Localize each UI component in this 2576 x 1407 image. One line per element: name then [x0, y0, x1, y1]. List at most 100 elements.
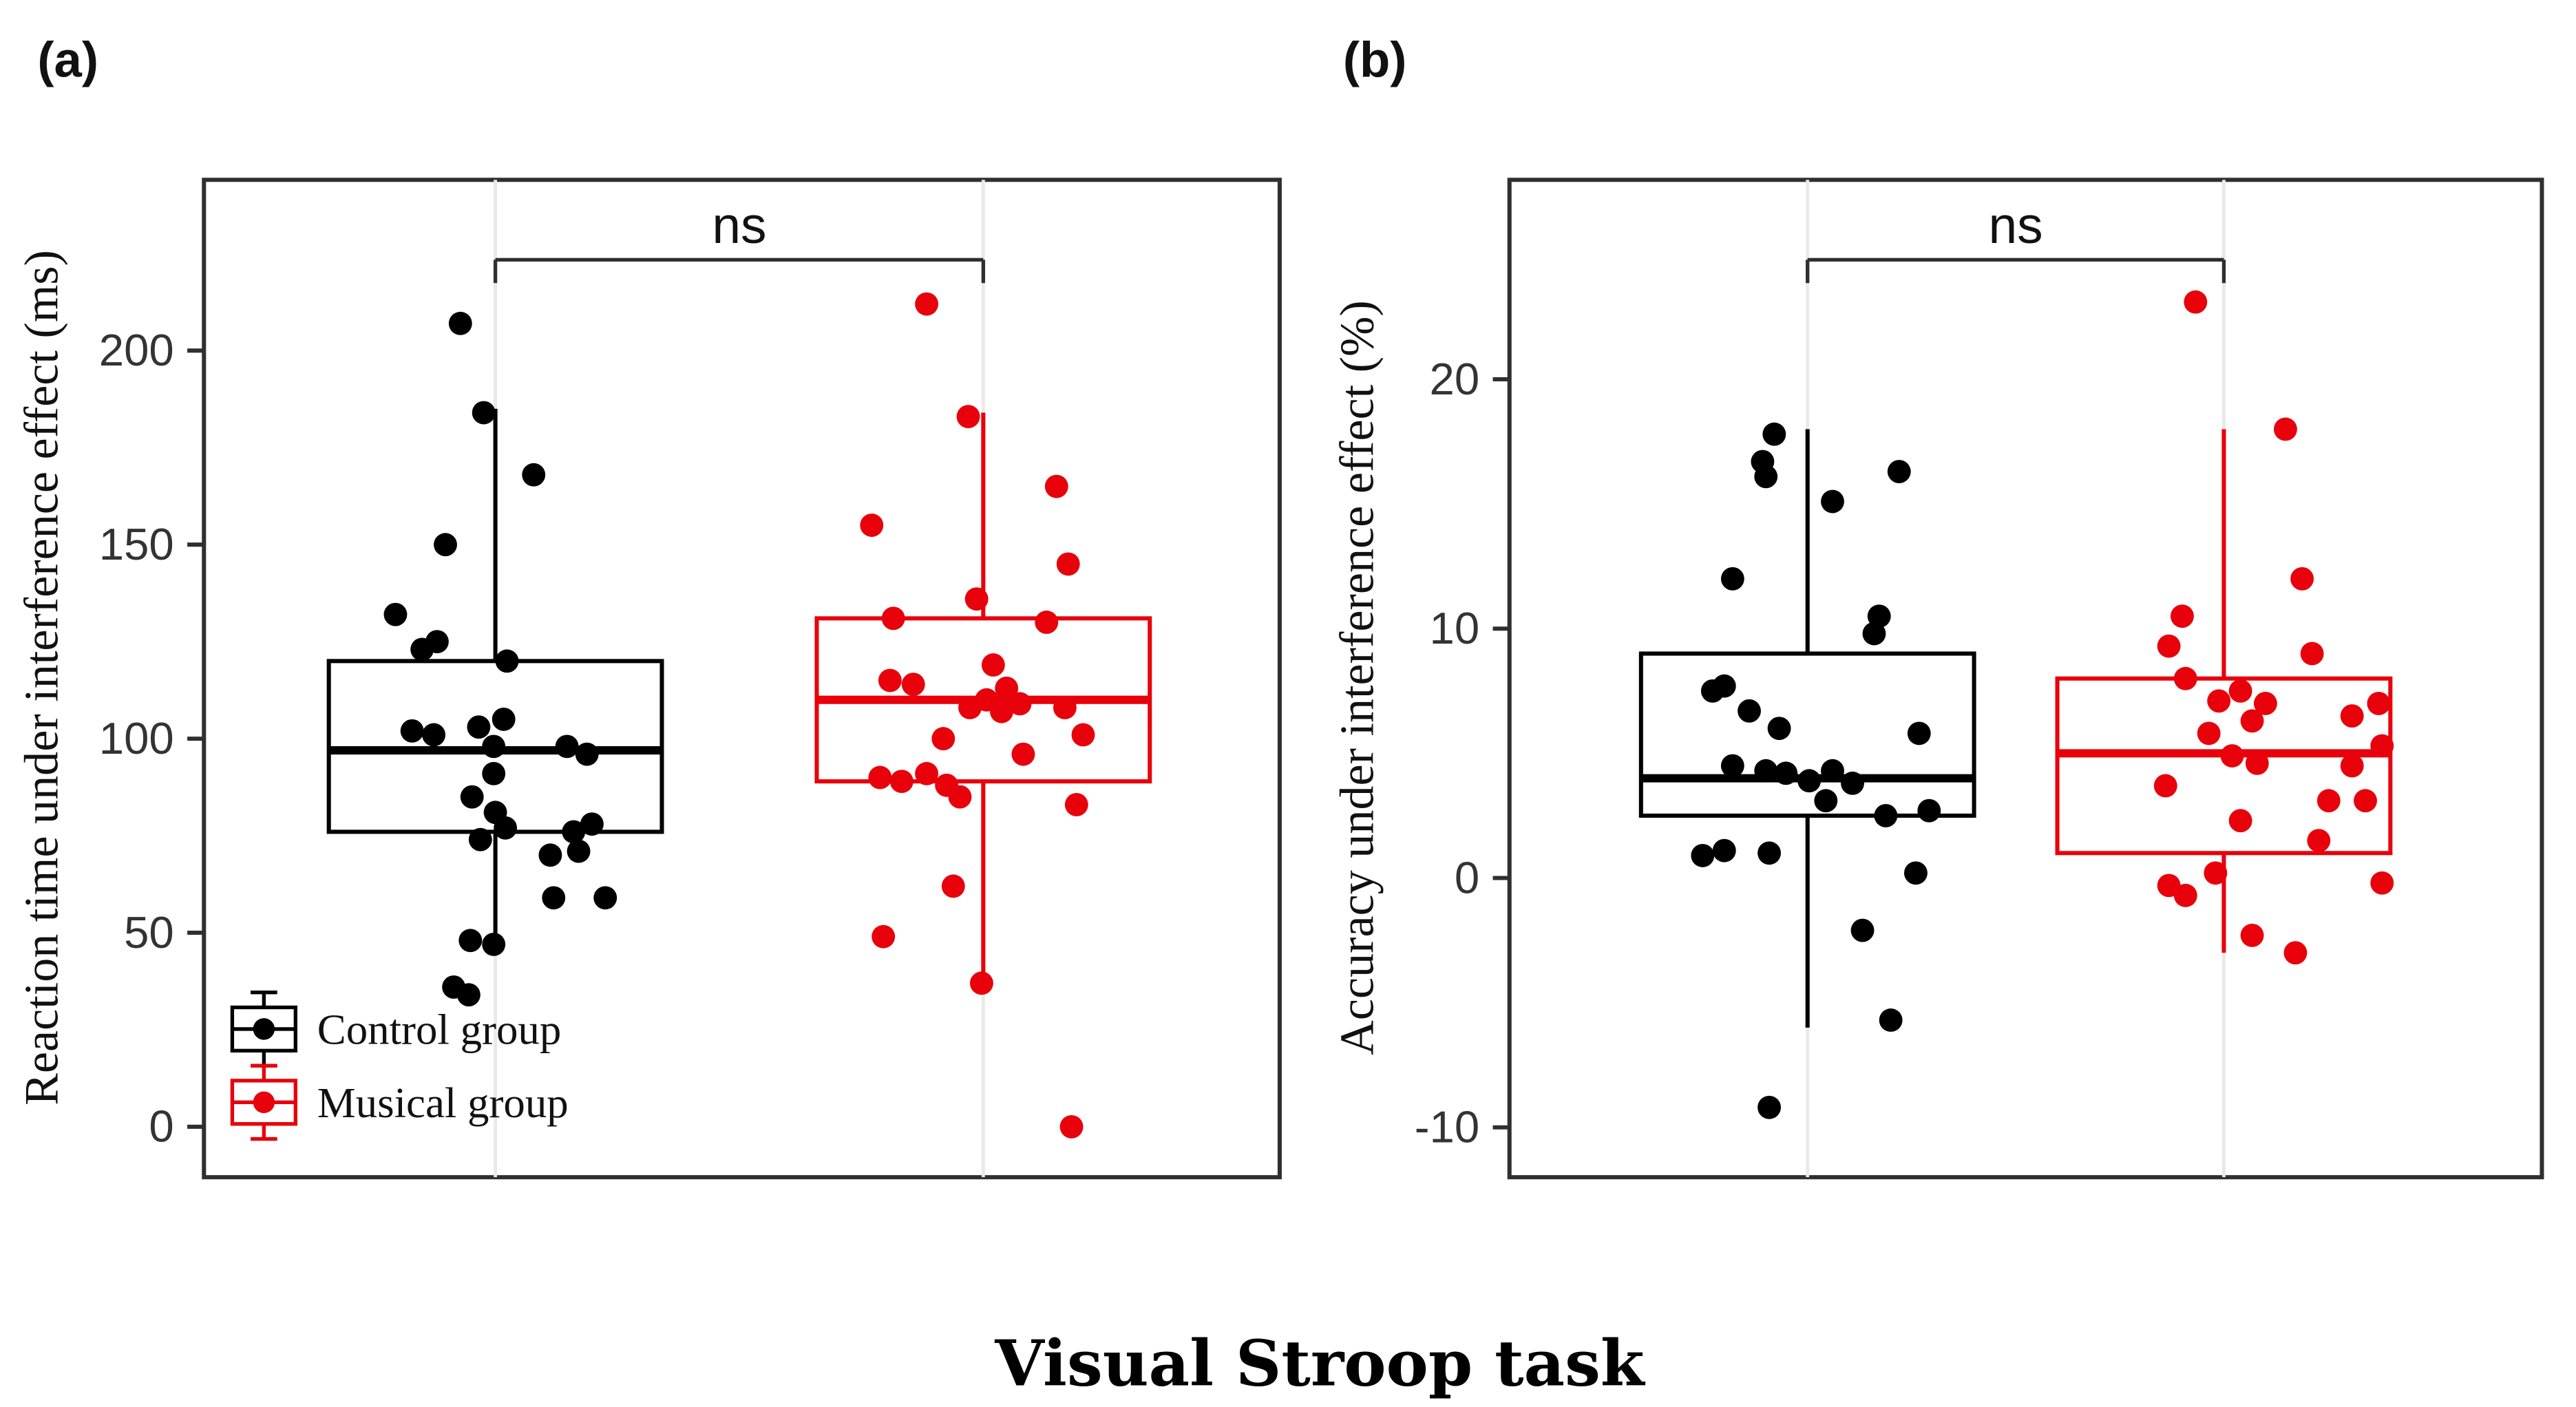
data-point: [1879, 1008, 1903, 1032]
data-point: [538, 843, 562, 867]
legend: Control group Musical group: [230, 991, 569, 1141]
data-point: [2253, 692, 2277, 715]
data-point: [2207, 689, 2231, 713]
data-point: [456, 983, 481, 1007]
data-point: [881, 606, 905, 631]
data-point: [492, 707, 516, 731]
data-point: [958, 696, 982, 719]
data-point: [1738, 699, 1761, 723]
y-tick-label: 20: [1430, 354, 1480, 404]
data-point: [990, 699, 1013, 723]
data-point: [1064, 793, 1088, 816]
data-point: [1053, 696, 1077, 719]
data-point: [1917, 798, 1941, 823]
data-point: [1757, 1095, 1782, 1119]
data-point: [1059, 1114, 1084, 1139]
data-point: [878, 668, 902, 692]
data-point: [1754, 759, 1778, 783]
data-point: [460, 785, 484, 809]
y-tick-label: -10: [1415, 1102, 1479, 1152]
legend-glyph-point: [253, 1091, 275, 1114]
panel-a-border: [202, 178, 1282, 1180]
data-point: [901, 673, 925, 697]
data-point: [2340, 704, 2364, 728]
data-point: [562, 820, 586, 844]
data-point: [1841, 771, 1864, 795]
panel-a-significance: ns: [493, 196, 985, 284]
data-point: [915, 761, 939, 785]
data-point: [555, 734, 579, 759]
data-point: [2307, 829, 2331, 853]
data-point: [2184, 290, 2208, 314]
data-point: [1814, 789, 1838, 813]
data-point: [1757, 841, 1782, 865]
data-point: [2153, 774, 2177, 798]
panel-b-significance: ns: [1806, 196, 2226, 284]
data-point: [1862, 622, 1886, 646]
data-point: [522, 463, 546, 487]
data-point: [2240, 709, 2264, 733]
legend-label: Musical group: [317, 1079, 569, 1127]
y-tick-label: 50: [124, 907, 174, 958]
data-point: [964, 587, 989, 611]
data-point: [448, 311, 472, 335]
data-point: [2340, 754, 2364, 778]
data-point: [2173, 883, 2197, 907]
data-point: [400, 719, 424, 743]
data-point: [1874, 804, 1898, 827]
data-point: [542, 886, 566, 910]
data-point: [2283, 941, 2308, 965]
data-point: [2171, 604, 2194, 628]
panel-b-tag: (b): [1343, 32, 1407, 87]
data-point: [941, 874, 965, 898]
data-point: [2245, 751, 2269, 775]
data-point: [2173, 666, 2197, 690]
data-point: [467, 715, 491, 739]
data-point: [1887, 460, 1911, 483]
y-tick-label: 200: [99, 325, 174, 375]
data-point: [1867, 604, 1891, 628]
data-point: [1754, 465, 1778, 489]
data-point: [995, 676, 1019, 700]
data-point: [2316, 789, 2341, 813]
data-point: [2220, 744, 2244, 768]
data-point: [2300, 642, 2324, 666]
data-point: [2228, 809, 2252, 833]
data-point: [889, 770, 914, 794]
data-point: [1712, 838, 1736, 863]
data-point: [1774, 761, 1798, 785]
panel-a-y-axis-title: Reaction time under interference effect …: [14, 250, 68, 1106]
data-point: [482, 932, 506, 956]
data-point: [580, 812, 604, 836]
data-point: [1821, 759, 1844, 783]
data-point: [482, 734, 506, 759]
data-point: [468, 827, 492, 851]
data-point: [1056, 552, 1080, 576]
data-point: [494, 816, 518, 840]
data-point: [868, 765, 892, 790]
data-point: [1044, 474, 1068, 498]
data-point: [1850, 918, 1875, 942]
significance-label: ns: [1988, 196, 2042, 254]
y-tick-label: 150: [99, 519, 174, 569]
data-point: [931, 727, 956, 751]
panel-a-plot-area: [326, 180, 1152, 1178]
panel-b-y-axis-title: Accuracy under interference effect (%): [1330, 300, 1384, 1055]
data-point: [2354, 789, 2377, 813]
data-point: [2157, 634, 2181, 658]
data-point: [1797, 769, 1822, 793]
data-point: [1008, 692, 1032, 716]
data-point: [434, 533, 457, 557]
y-tick-label: 100: [99, 713, 174, 763]
significance-label: ns: [712, 196, 766, 254]
data-point: [872, 924, 896, 949]
data-point: [860, 514, 884, 537]
data-point: [410, 637, 434, 662]
data-point: [2274, 417, 2297, 441]
data-point: [593, 886, 617, 910]
panel-b-plot-area: [1638, 180, 2394, 1178]
data-point: [482, 761, 506, 785]
panel-b-y-axis: -10 0 10 20: [1415, 354, 1510, 1152]
data-point: [915, 292, 939, 316]
